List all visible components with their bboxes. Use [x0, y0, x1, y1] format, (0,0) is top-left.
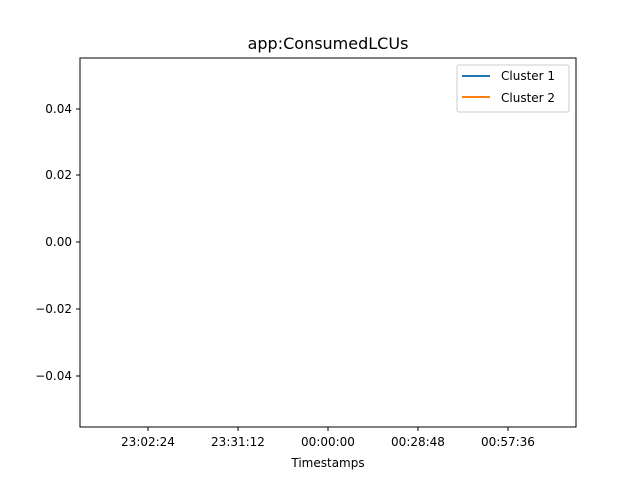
x-tick-label: 00:28:48	[391, 435, 445, 449]
y-tick-label: 0.04	[45, 102, 72, 116]
x-axis: 23:02:24 23:31:12 00:00:00 00:28:48 00:5…	[121, 427, 535, 470]
y-tick-label: −0.04	[35, 369, 72, 383]
x-tick-label: 23:31:12	[211, 435, 265, 449]
x-tick-label: 00:57:36	[481, 435, 535, 449]
x-axis-label: Timestamps	[290, 456, 364, 470]
x-tick-label: 00:00:00	[301, 435, 355, 449]
legend: Cluster 1 Cluster 2	[456, 64, 570, 113]
legend-label-cluster-1: Cluster 1	[501, 69, 555, 83]
y-tick-label: 0.00	[45, 235, 72, 249]
legend-label-cluster-2: Cluster 2	[501, 91, 555, 105]
y-axis: 0.04 0.02 0.00 −0.02 −0.04	[35, 102, 80, 383]
x-tick-label: 23:02:24	[121, 435, 175, 449]
y-tick-label: −0.02	[35, 302, 72, 316]
y-tick-label: 0.02	[45, 168, 72, 182]
chart-title: app:ConsumedLCUs	[248, 34, 409, 53]
